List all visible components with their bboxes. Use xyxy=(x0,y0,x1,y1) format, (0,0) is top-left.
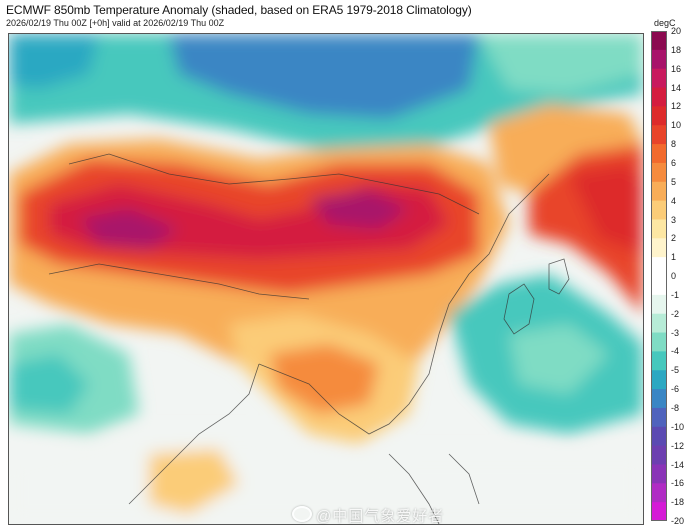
colorbar-tick-label: -5 xyxy=(671,365,680,376)
colorbar-tick-label: 10 xyxy=(671,120,682,131)
cold-anomaly-northwest xyxy=(9,34,99,89)
colorbar-tick-label: 0 xyxy=(671,271,677,281)
strong-cold-anomaly-north xyxy=(169,34,479,119)
warm-india xyxy=(149,449,239,514)
warm-anomaly-northeast xyxy=(489,104,643,194)
colorbar-tick-label: -4 xyxy=(671,346,680,357)
colorbar-tick-label: 16 xyxy=(671,63,682,74)
colorbar xyxy=(651,31,667,521)
colorbar-tick-label: 3 xyxy=(671,214,677,225)
temperature-anomaly-map xyxy=(8,33,644,525)
colorbar-tick-label: 18 xyxy=(671,44,682,55)
colorbar-tick-label: 6 xyxy=(671,157,677,168)
colorbar-segment xyxy=(651,502,667,521)
colorbar-segment xyxy=(651,200,667,220)
colorbar-segment xyxy=(651,332,667,352)
colorbar-segment xyxy=(651,407,667,428)
colorbar-outline xyxy=(651,31,667,521)
colorbar-tick-label: 12 xyxy=(671,101,682,112)
cold-anomaly-northeast xyxy=(479,34,643,94)
colorbar-tick-label: -16 xyxy=(671,478,685,489)
colorbar-segment xyxy=(651,483,667,503)
peak-warm-west xyxy=(79,209,179,249)
colorbar-tick-label: -2 xyxy=(671,308,680,319)
colorbar-tick-label: -18 xyxy=(671,497,685,508)
colorbar-segment xyxy=(651,426,667,447)
map-subtitle: 2026/02/19 Thu 00Z [+0h] valid at 2026/0… xyxy=(6,18,225,28)
colorbar-tick-label: 14 xyxy=(671,82,682,93)
colorbar-tick-label: 4 xyxy=(671,195,677,206)
anomaly-field xyxy=(9,34,643,524)
peak-warm-mongolia xyxy=(309,189,409,229)
strong-warm-pacific xyxy=(569,164,643,254)
colorbar-segment xyxy=(651,313,667,334)
colorbar-segment xyxy=(651,125,667,145)
colorbar-segment xyxy=(651,389,667,409)
colorbar-segment xyxy=(651,238,667,258)
colorbar-segment xyxy=(651,219,667,239)
colorbar-tick-label: -3 xyxy=(671,327,680,338)
colorbar-tick-label: 5 xyxy=(671,176,677,187)
colorbar-segment xyxy=(651,351,667,371)
colorbar-segment xyxy=(651,144,667,164)
colorbar-segment xyxy=(651,276,667,296)
colorbar-segment xyxy=(651,87,667,107)
colorbar-tick-label: -10 xyxy=(671,421,685,432)
colorbar-tick-label: -6 xyxy=(671,384,680,395)
colorbar-tick-label: -14 xyxy=(671,459,685,470)
colorbar-tick-label: 1 xyxy=(671,252,677,263)
colorbar-segment xyxy=(651,294,667,315)
colorbar-segment xyxy=(651,31,667,51)
coastlines xyxy=(48,153,570,524)
colorbar-tick-label: 8 xyxy=(671,139,677,150)
colorbar-segment xyxy=(651,445,667,465)
colorbar-tick-label: -12 xyxy=(671,440,685,451)
watermark-text: @中国气象爱好者 xyxy=(316,508,445,525)
colorbar-segment xyxy=(651,49,667,70)
moderate-warm-south xyxy=(269,344,379,414)
colorbar-segment xyxy=(651,181,667,202)
cold-anomaly-sea xyxy=(509,324,609,394)
map-title: ECMWF 850mb Temperature Anomaly (shaded,… xyxy=(6,3,472,17)
colorbar-segment xyxy=(651,257,667,277)
colorbar-tick-label: 2 xyxy=(671,233,677,244)
watermark: @中国气象爱好者 xyxy=(292,505,444,526)
colorbar-tick-label: -20 xyxy=(671,516,685,526)
colorbar-segment xyxy=(651,370,667,390)
colorbar-tick-label: 20 xyxy=(671,26,682,36)
colorbar-tick-label: -1 xyxy=(671,289,680,300)
shading-layer xyxy=(9,34,643,524)
colorbar-segment xyxy=(651,106,667,126)
colorbar-segment xyxy=(651,162,667,183)
colorbar-segment xyxy=(651,68,667,89)
colorbar-tick-label: -8 xyxy=(671,402,680,413)
weibo-icon xyxy=(292,506,312,522)
colorbar-unit: degC xyxy=(654,18,676,28)
cold-anomaly-southwest xyxy=(9,354,89,414)
colorbar-segment xyxy=(651,464,667,484)
